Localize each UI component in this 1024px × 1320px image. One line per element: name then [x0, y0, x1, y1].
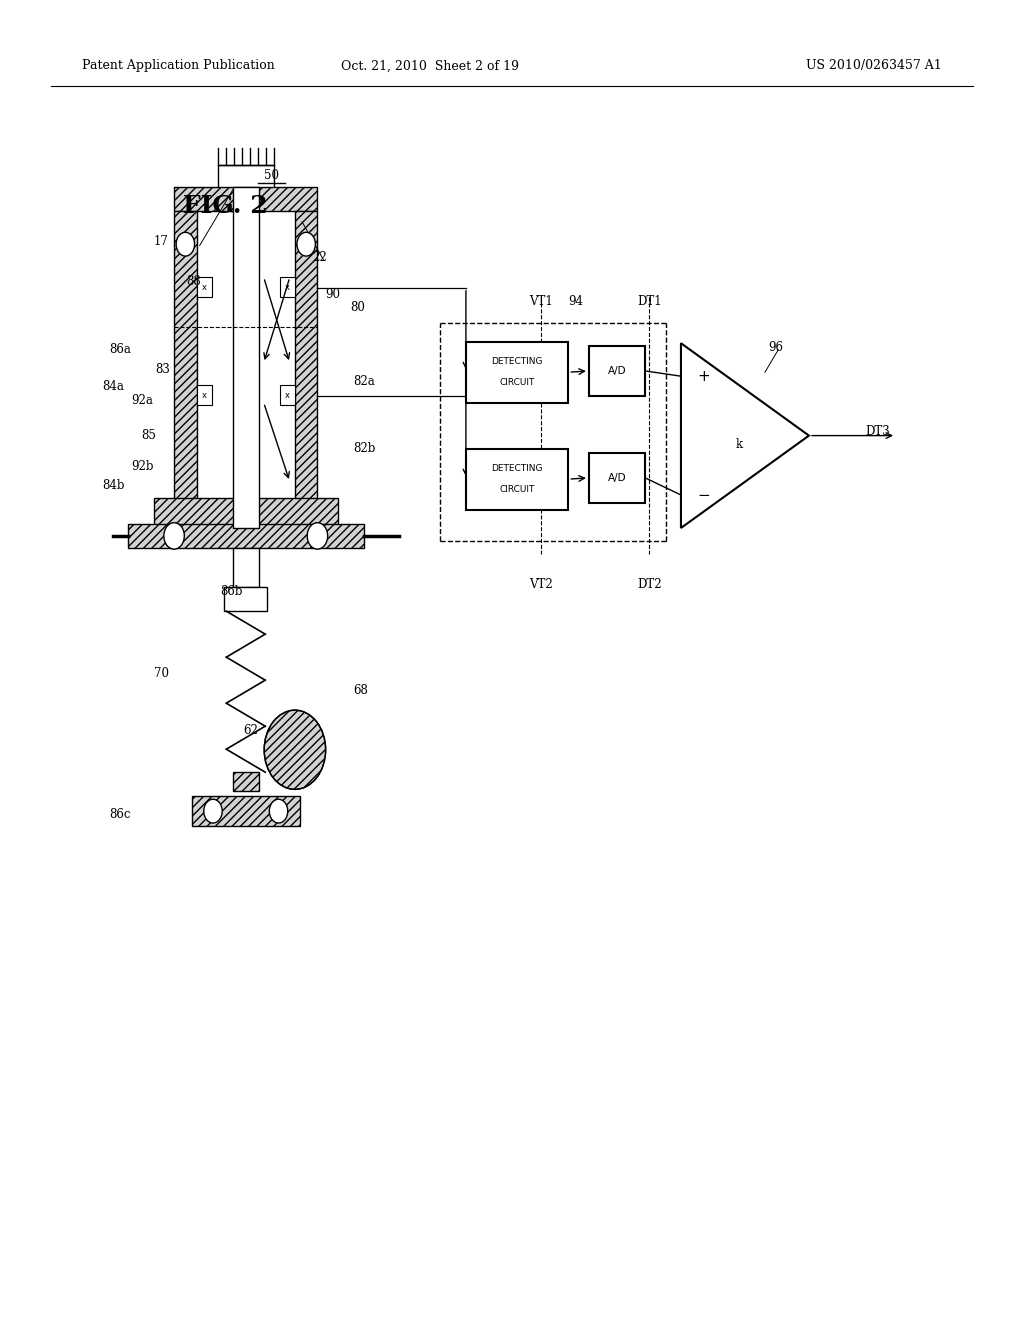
- Circle shape: [297, 232, 315, 256]
- Bar: [280, 277, 295, 297]
- Text: Oct. 21, 2010  Sheet 2 of 19: Oct. 21, 2010 Sheet 2 of 19: [341, 59, 519, 73]
- Text: k: k: [736, 438, 742, 451]
- Bar: [589, 453, 645, 503]
- Bar: [230, 191, 261, 211]
- Text: x: x: [202, 282, 207, 292]
- Bar: [197, 385, 212, 405]
- Text: 92a: 92a: [131, 393, 153, 407]
- Text: 86c: 86c: [110, 808, 131, 821]
- Text: 62: 62: [244, 723, 259, 737]
- Text: 96: 96: [768, 341, 783, 354]
- Bar: [154, 498, 338, 527]
- Text: DT2: DT2: [637, 578, 662, 591]
- Bar: [224, 587, 267, 611]
- Bar: [295, 211, 317, 502]
- Circle shape: [269, 799, 288, 824]
- Text: 84b: 84b: [102, 479, 125, 492]
- Bar: [128, 524, 364, 548]
- Circle shape: [164, 523, 184, 549]
- Bar: [174, 187, 317, 211]
- Text: 83: 83: [156, 363, 171, 376]
- Circle shape: [176, 232, 195, 256]
- Text: 82a: 82a: [353, 375, 375, 388]
- Text: CIRCUIT: CIRCUIT: [500, 379, 535, 387]
- Circle shape: [307, 523, 328, 549]
- Text: 80: 80: [350, 301, 366, 314]
- Bar: [193, 796, 299, 826]
- Text: x: x: [285, 282, 290, 292]
- Text: CIRCUIT: CIRCUIT: [500, 486, 535, 494]
- Bar: [174, 211, 197, 502]
- Text: FIG. 2: FIG. 2: [183, 194, 267, 218]
- Text: 92b: 92b: [131, 459, 154, 473]
- Text: A/D: A/D: [607, 366, 627, 376]
- Text: VT2: VT2: [528, 578, 553, 591]
- Bar: [232, 548, 258, 587]
- Text: Patent Application Publication: Patent Application Publication: [82, 59, 274, 73]
- Bar: [280, 385, 295, 405]
- Circle shape: [204, 799, 222, 824]
- Bar: [197, 277, 212, 297]
- Polygon shape: [681, 343, 809, 528]
- Text: x: x: [285, 391, 290, 400]
- Text: 86a: 86a: [110, 343, 131, 356]
- Text: 88: 88: [186, 275, 201, 288]
- Bar: [217, 165, 274, 191]
- Text: 68: 68: [353, 684, 369, 697]
- Text: 17: 17: [154, 235, 169, 248]
- Bar: [232, 772, 258, 791]
- Text: +: +: [697, 368, 710, 384]
- Text: x: x: [202, 391, 207, 400]
- Bar: [589, 346, 645, 396]
- Text: DETECTING: DETECTING: [492, 358, 543, 366]
- Text: 82b: 82b: [353, 442, 376, 455]
- Circle shape: [264, 710, 326, 789]
- Text: A/D: A/D: [607, 473, 627, 483]
- Text: US 2010/0263457 A1: US 2010/0263457 A1: [806, 59, 942, 73]
- Text: 50: 50: [264, 169, 279, 182]
- Text: DT3: DT3: [865, 425, 890, 438]
- Text: DT1: DT1: [637, 294, 662, 308]
- Text: VT1: VT1: [528, 294, 553, 308]
- Bar: [232, 187, 258, 528]
- Text: 86b: 86b: [220, 585, 243, 598]
- Text: 22: 22: [312, 251, 327, 264]
- Text: DETECTING: DETECTING: [492, 465, 543, 473]
- Text: 85: 85: [141, 429, 157, 442]
- Bar: [466, 449, 568, 510]
- Text: −: −: [697, 487, 710, 503]
- Text: 70: 70: [154, 667, 169, 680]
- Text: 90: 90: [326, 288, 341, 301]
- Bar: [466, 342, 568, 403]
- Text: 94: 94: [568, 294, 583, 308]
- Text: 84a: 84a: [102, 380, 124, 393]
